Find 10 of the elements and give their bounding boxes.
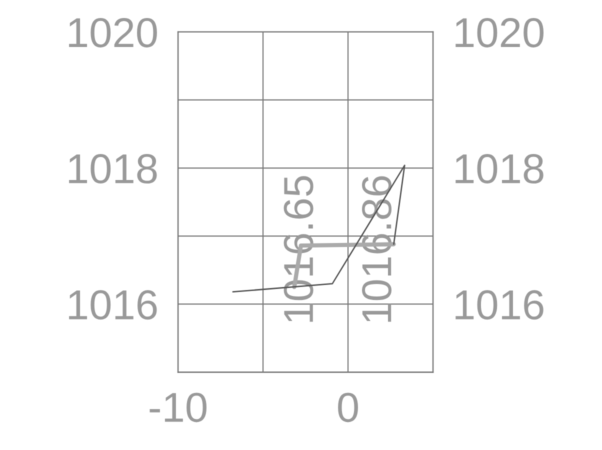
- y-tick-label: 1020: [69, 18, 157, 48]
- y-tick-label: 1018: [69, 154, 157, 184]
- y2-tick-label: 1018: [456, 154, 544, 184]
- y2-tick-label: 1020: [456, 18, 544, 48]
- annotation: 1016.86: [362, 176, 392, 322]
- y2-tick-label: 1016: [456, 290, 544, 320]
- annotation: 1016.65: [284, 176, 314, 322]
- x-tick-label: -10: [150, 392, 206, 422]
- x-tick-label: 0: [338, 392, 358, 422]
- y-tick-label: 1016: [69, 290, 157, 320]
